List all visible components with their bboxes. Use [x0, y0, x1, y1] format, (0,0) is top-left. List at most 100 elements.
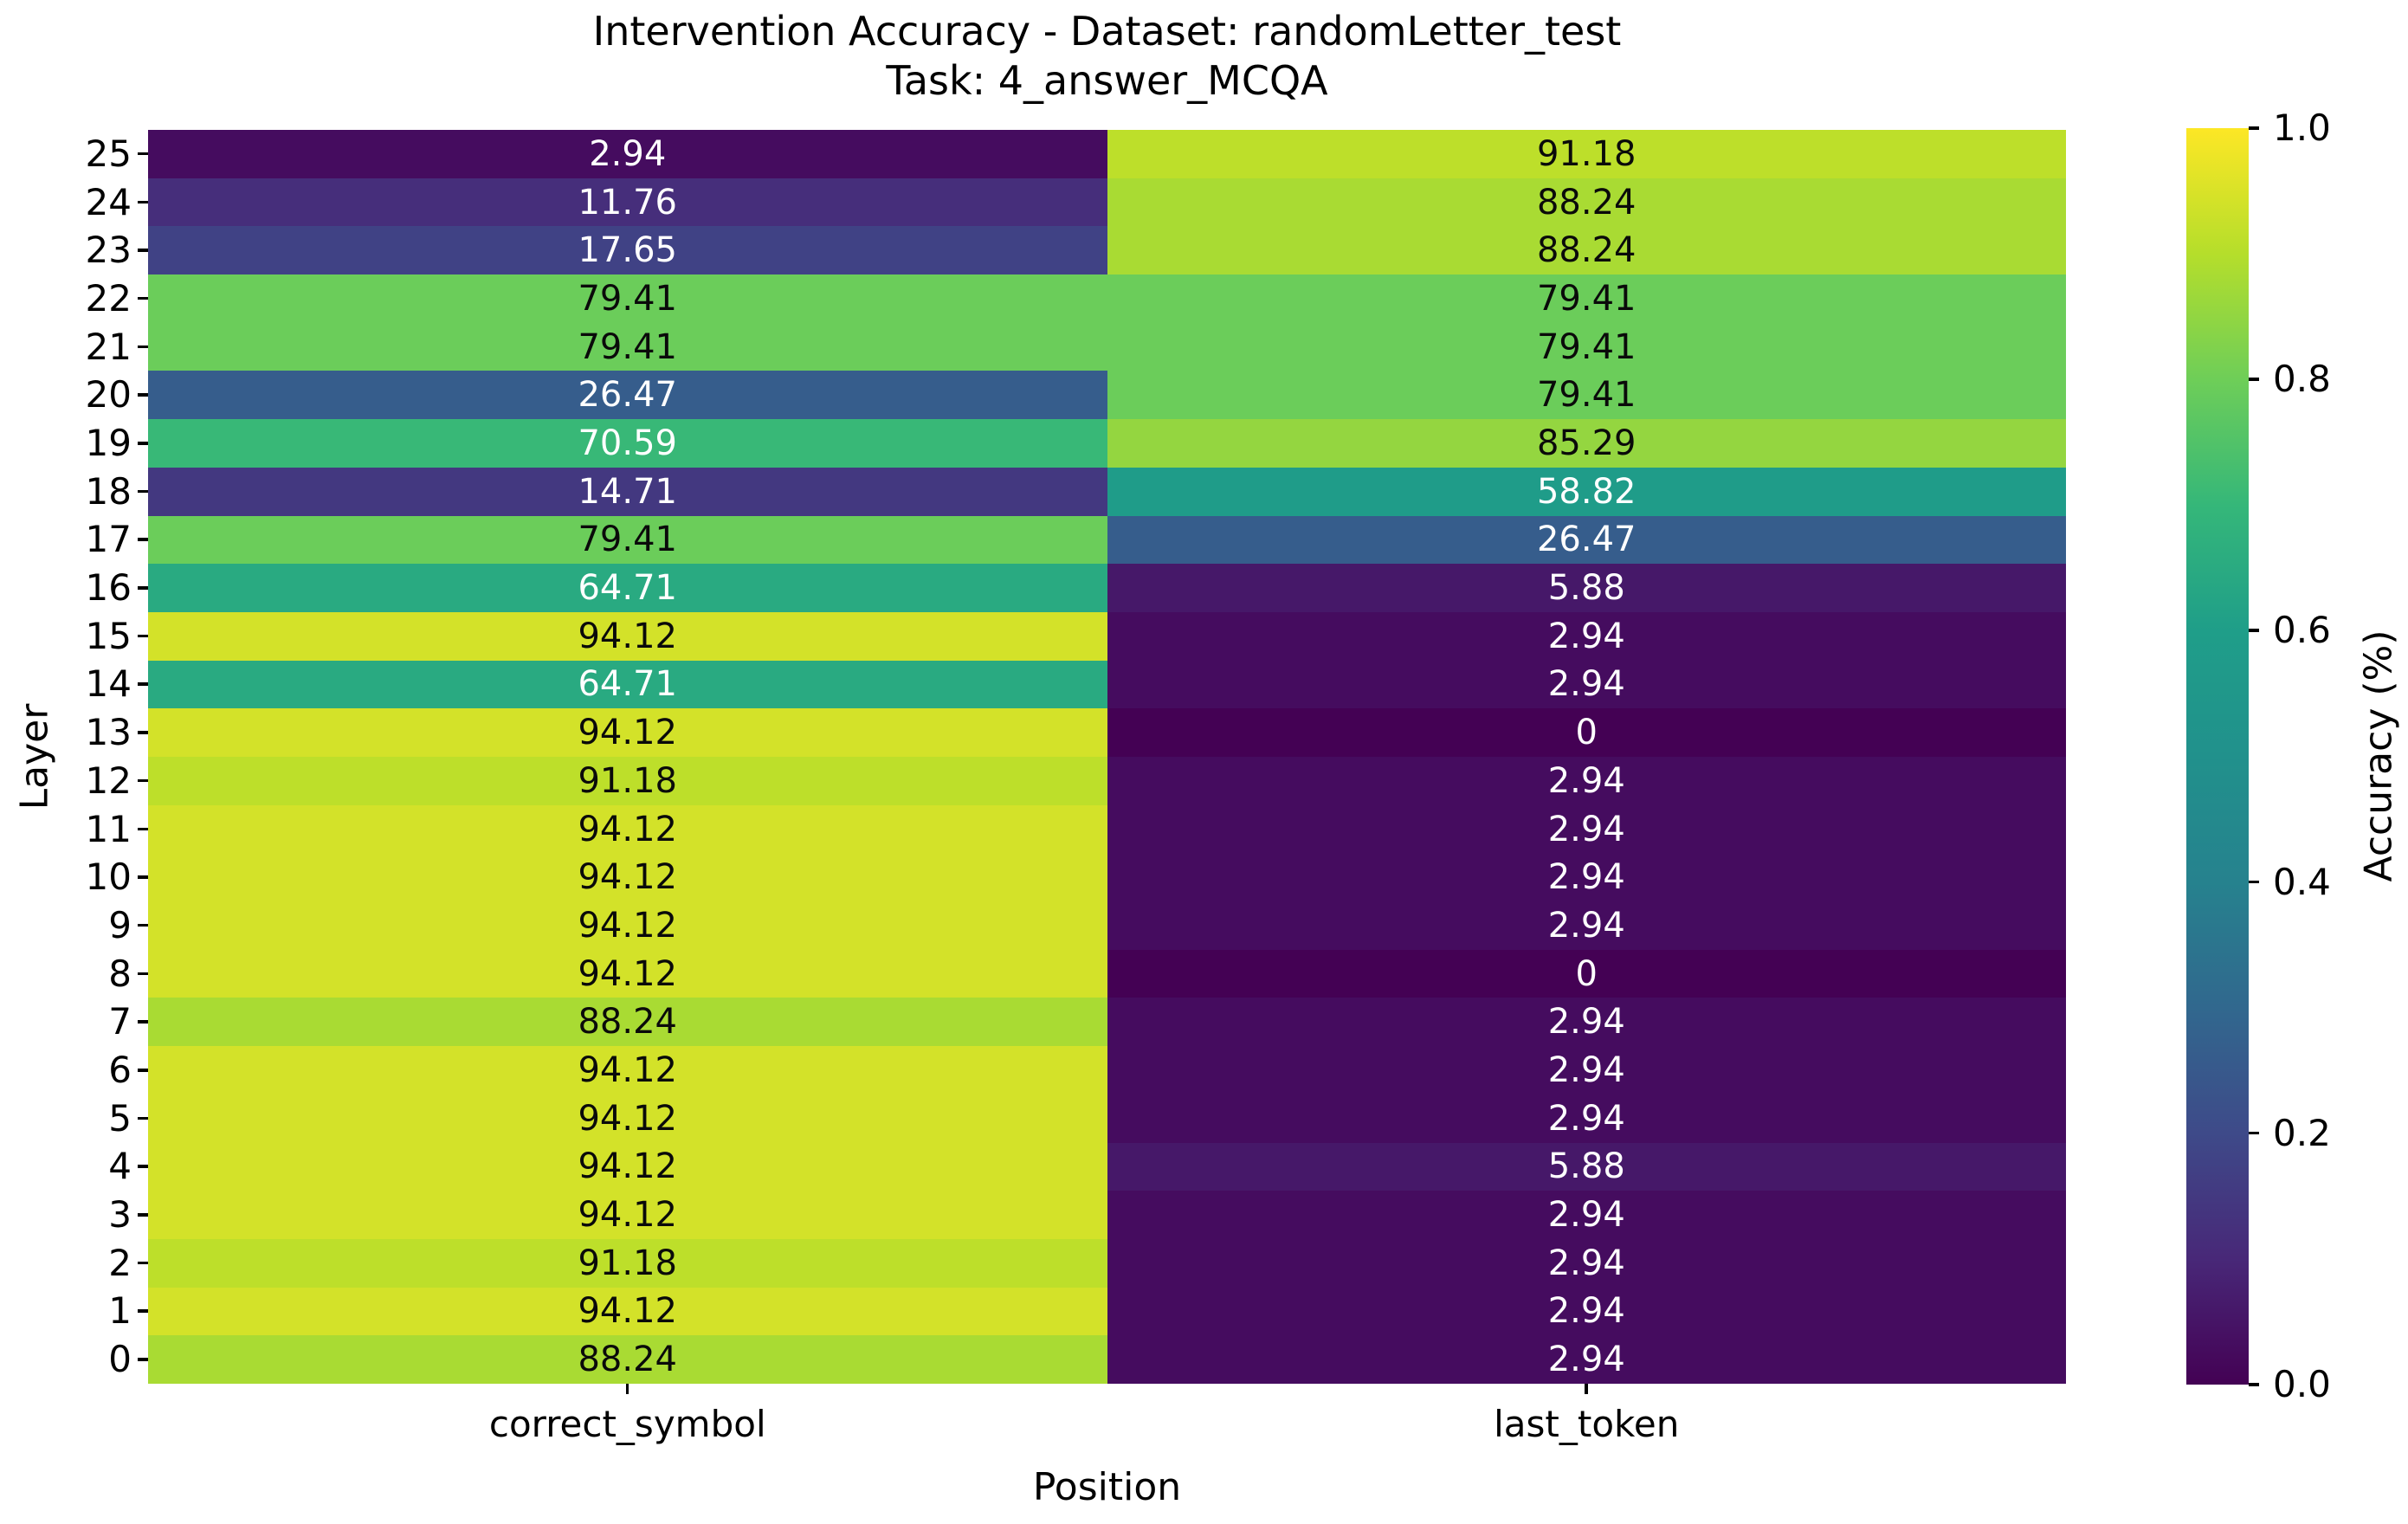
- y-tick-label: 1: [108, 1289, 132, 1333]
- heatmap-cell: 88.24: [148, 1335, 1107, 1384]
- heatmap-cell: 2.94: [1107, 1335, 2066, 1384]
- y-tick-label: 7: [108, 1000, 132, 1043]
- y-tick-mark: [138, 634, 148, 638]
- chart-title: Intervention Accuracy - Dataset: randomL…: [148, 7, 2066, 106]
- y-tick-mark: [138, 731, 148, 734]
- heatmap-cell: 11.76: [148, 178, 1107, 227]
- x-axis-label: Position: [1032, 1465, 1182, 1509]
- y-tick-mark: [138, 875, 148, 879]
- heatmap-cell: 2.94: [1107, 1046, 2066, 1095]
- colorbar-tick-label: 1.0: [2273, 107, 2331, 149]
- y-tick-label: 18: [85, 469, 132, 513]
- y-tick-mark: [138, 152, 148, 156]
- heatmap-cell: 2.94: [148, 130, 1107, 178]
- y-tick-mark: [138, 1020, 148, 1024]
- y-tick-mark: [138, 827, 148, 831]
- y-tick-mark: [138, 538, 148, 541]
- heatmap-cell: 64.71: [148, 660, 1107, 709]
- colorbar-tick-mark: [2249, 629, 2259, 632]
- heatmap-cell: 94.12: [148, 1142, 1107, 1191]
- colorbar-tick-mark: [2249, 1383, 2259, 1386]
- heatmap-cell: 58.82: [1107, 467, 2066, 516]
- y-tick-label: 13: [85, 711, 132, 754]
- y-tick-label: 16: [85, 566, 132, 610]
- y-tick-mark: [138, 442, 148, 445]
- y-tick-label: 24: [85, 180, 132, 223]
- y-tick-mark: [138, 345, 148, 349]
- heatmap-cell: 79.41: [1107, 371, 2066, 420]
- heatmap-cell: 0: [1107, 708, 2066, 757]
- colorbar-tick-mark: [2249, 378, 2259, 381]
- y-tick-label: 22: [85, 276, 132, 320]
- y-tick-mark: [138, 1116, 148, 1120]
- heatmap-cell: 79.41: [148, 274, 1107, 323]
- chart-title-line1: Intervention Accuracy - Dataset: randomL…: [592, 8, 1622, 55]
- heatmap-cell: 94.12: [148, 804, 1107, 854]
- y-tick-label: 21: [85, 325, 132, 368]
- x-tick-mark: [625, 1384, 629, 1394]
- heatmap-cell: 2.94: [1107, 660, 2066, 709]
- heatmap-cell: 85.29: [1107, 419, 2066, 468]
- y-tick-label: 20: [85, 373, 132, 417]
- heatmap-cell: 2.94: [1107, 1238, 2066, 1288]
- y-tick-label: 23: [85, 229, 132, 272]
- heatmap-cell: 94.12: [148, 1094, 1107, 1143]
- y-tick-mark: [138, 489, 148, 494]
- y-tick-label: 5: [108, 1096, 132, 1140]
- y-tick-label: 0: [108, 1338, 132, 1381]
- heatmap-cell: 94.12: [148, 853, 1107, 902]
- heatmap-cell: 94.12: [148, 1287, 1107, 1336]
- y-tick-label: 17: [85, 518, 132, 561]
- heatmap-cell: 5.88: [1107, 1142, 2066, 1191]
- heatmap-cell: 79.41: [1107, 322, 2066, 371]
- heatmap-cell: 26.47: [148, 371, 1107, 420]
- y-tick-mark: [138, 1069, 148, 1072]
- x-tick-label: correct_symbol: [488, 1403, 766, 1445]
- y-tick-label: 9: [108, 903, 132, 946]
- y-tick-mark: [138, 923, 148, 927]
- heatmap-cell: 79.41: [1107, 274, 2066, 323]
- y-tick-mark: [138, 249, 148, 252]
- heatmap: 2.94 91.18 11.76 88.24 17.65 88.24 79.41 79.41 7…: [148, 130, 2066, 1384]
- colorbar-tick-label: 0.4: [2273, 860, 2331, 903]
- heatmap-cell: 14.71: [148, 467, 1107, 516]
- y-tick-label: 4: [108, 1145, 132, 1188]
- y-tick-mark: [138, 1309, 148, 1313]
- y-tick-mark: [138, 778, 148, 783]
- y-tick-label: 11: [85, 807, 132, 850]
- heatmap-cell: 26.47: [1107, 515, 2066, 565]
- chart-title-line2: Task: 4_answer_MCQA: [886, 57, 1328, 104]
- heatmap-cell: 94.12: [148, 949, 1107, 998]
- y-tick-label: 8: [108, 952, 132, 995]
- y-tick-label: 25: [85, 132, 132, 175]
- colorbar-tick-label: 0.2: [2273, 1111, 2331, 1154]
- heatmap-cell: 88.24: [1107, 178, 2066, 227]
- colorbar-tick-mark: [2249, 880, 2259, 884]
- y-tick-mark: [138, 1213, 148, 1217]
- heatmap-cell: 2.94: [1107, 611, 2066, 661]
- colorbar-tick-mark: [2249, 126, 2259, 130]
- y-tick-mark: [138, 296, 148, 300]
- heatmap-cell: 88.24: [148, 998, 1107, 1047]
- heatmap-cell: 0: [1107, 949, 2066, 998]
- heatmap-cell: 91.18: [1107, 130, 2066, 178]
- colorbar: [2186, 128, 2249, 1385]
- heatmap-cell: 64.71: [148, 564, 1107, 612]
- y-tick-label: 15: [85, 614, 132, 657]
- y-tick-mark: [138, 972, 148, 976]
- heatmap-cell: 79.41: [148, 322, 1107, 371]
- heatmap-cell: 94.12: [148, 1046, 1107, 1095]
- x-tick-mark: [1585, 1384, 1588, 1394]
- heatmap-cell: 94.12: [148, 708, 1107, 757]
- y-tick-mark: [138, 393, 148, 397]
- x-tick-label: last_token: [1494, 1403, 1680, 1445]
- heatmap-cell: 2.94: [1107, 1094, 2066, 1143]
- heatmap-cell: 2.94: [1107, 901, 2066, 950]
- y-tick-label: 10: [85, 856, 132, 899]
- heatmap-cell: 17.65: [148, 226, 1107, 275]
- y-tick-mark: [138, 200, 148, 204]
- y-tick-mark: [138, 1165, 148, 1168]
- heatmap-cell: 91.18: [148, 1238, 1107, 1288]
- colorbar-tick-mark: [2249, 1131, 2259, 1135]
